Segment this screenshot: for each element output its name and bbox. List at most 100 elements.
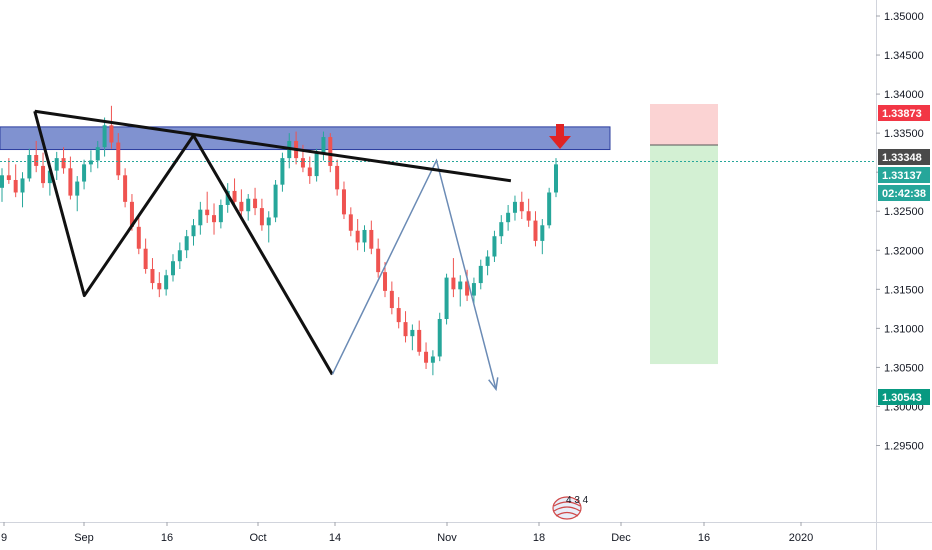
candle[interactable] <box>95 140 100 169</box>
candle[interactable] <box>554 158 558 198</box>
candle[interactable] <box>170 254 175 282</box>
candle[interactable] <box>75 176 80 212</box>
candle[interactable] <box>212 203 217 235</box>
candle[interactable] <box>444 273 449 325</box>
candle[interactable] <box>34 140 39 173</box>
candle[interactable] <box>218 199 223 229</box>
candle-body <box>376 248 381 273</box>
candle[interactable] <box>512 195 517 221</box>
candle[interactable] <box>335 159 340 196</box>
candle[interactable] <box>136 217 141 255</box>
candle[interactable] <box>499 215 504 245</box>
candle[interactable] <box>506 204 511 231</box>
candle[interactable] <box>410 324 415 351</box>
candle[interactable] <box>13 164 18 198</box>
take-profit-zone[interactable] <box>650 145 718 365</box>
candle[interactable] <box>526 198 531 227</box>
candle[interactable] <box>547 187 552 229</box>
candle[interactable] <box>451 258 456 298</box>
candle[interactable] <box>478 259 483 290</box>
candle[interactable] <box>253 187 258 216</box>
candle[interactable] <box>191 219 196 246</box>
candle-body <box>451 277 456 290</box>
candle[interactable] <box>164 269 169 296</box>
candle-body <box>321 137 326 154</box>
sell-signal-arrow-icon[interactable] <box>549 124 571 149</box>
candle[interactable] <box>157 272 162 298</box>
candle-body <box>239 201 244 212</box>
candle-body <box>157 283 162 290</box>
stop-loss-zone[interactable] <box>650 104 718 146</box>
candle[interactable] <box>6 158 11 184</box>
candle[interactable] <box>355 219 360 251</box>
candle[interactable] <box>150 258 155 290</box>
candle[interactable] <box>20 172 25 208</box>
candle[interactable] <box>458 275 463 307</box>
candle[interactable] <box>68 156 73 200</box>
price-tag-box <box>878 167 930 183</box>
price-tag-box <box>878 185 930 201</box>
candle[interactable] <box>143 238 148 274</box>
candle[interactable] <box>109 105 114 149</box>
candle[interactable] <box>259 198 264 231</box>
candle[interactable] <box>321 131 326 161</box>
candle[interactable] <box>424 342 429 369</box>
candle[interactable] <box>116 133 121 180</box>
candle[interactable] <box>389 281 394 315</box>
candle[interactable] <box>0 168 4 202</box>
candle[interactable] <box>471 277 476 305</box>
candle[interactable] <box>362 225 367 252</box>
candle[interactable] <box>123 168 128 208</box>
candle[interactable] <box>205 191 210 223</box>
plot-area[interactable]: 4 3 4 <box>0 0 876 522</box>
candle[interactable] <box>328 133 333 173</box>
candle[interactable] <box>314 148 319 182</box>
candle[interactable] <box>485 250 490 276</box>
candle[interactable] <box>41 152 46 188</box>
candle[interactable] <box>437 312 442 362</box>
resistance-zone[interactable] <box>0 126 611 151</box>
candle[interactable] <box>54 151 59 180</box>
candle[interactable] <box>465 269 470 302</box>
candle[interactable] <box>540 219 545 255</box>
candle[interactable] <box>232 178 237 208</box>
candle[interactable] <box>348 207 353 237</box>
price-tag-label: 1.33873 <box>882 108 922 120</box>
candle[interactable] <box>492 230 497 262</box>
candle[interactable] <box>88 150 93 173</box>
projection-path[interactable] <box>331 158 497 390</box>
candle[interactable] <box>82 159 87 190</box>
candle[interactable] <box>246 194 251 221</box>
candle[interactable] <box>341 181 346 220</box>
time-tick-label: 18 <box>533 532 545 544</box>
candle[interactable] <box>225 183 230 213</box>
pattern-zigzag[interactable] <box>33 110 334 376</box>
time-tick-label: Nov <box>437 532 457 544</box>
candle[interactable] <box>280 152 285 192</box>
candle-body <box>177 250 182 262</box>
candle[interactable] <box>239 189 244 220</box>
candle[interactable] <box>396 297 401 329</box>
candle[interactable] <box>177 242 182 270</box>
candle[interactable] <box>417 320 422 356</box>
candle[interactable] <box>61 147 66 174</box>
candle[interactable] <box>273 179 278 223</box>
descending-trendline[interactable] <box>34 109 512 183</box>
time-axis[interactable]: 9 Sep 16 Oct 14 Nov 18 Dec 16 2020 <box>0 522 932 550</box>
candle[interactable] <box>369 220 374 255</box>
candle[interactable] <box>430 350 435 376</box>
candle[interactable] <box>376 238 381 278</box>
price-axis[interactable]: 1.350001.345001.340001.335001.330001.325… <box>876 0 932 550</box>
candle[interactable] <box>102 117 107 157</box>
candle[interactable] <box>198 201 203 235</box>
candle-body <box>259 208 264 226</box>
candle-body <box>205 209 210 216</box>
candle[interactable] <box>403 311 408 343</box>
candle[interactable] <box>27 148 32 182</box>
candle[interactable] <box>519 191 524 220</box>
candle[interactable] <box>533 211 538 247</box>
candle-body <box>519 201 524 212</box>
candle[interactable] <box>266 211 271 243</box>
candle[interactable] <box>184 229 189 259</box>
